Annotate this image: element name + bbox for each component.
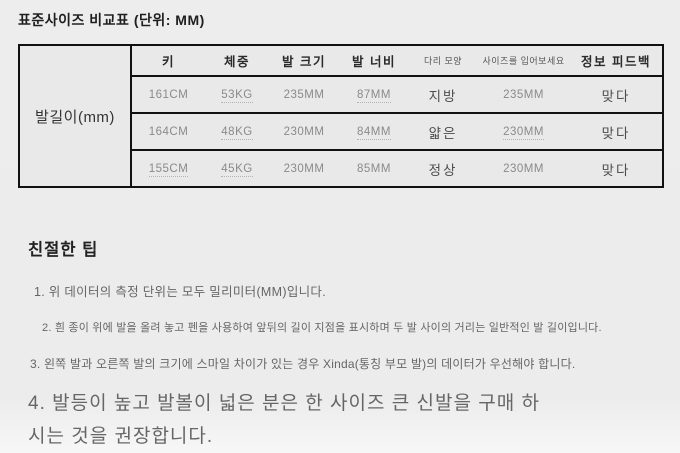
cell-value: 230MM <box>283 162 325 175</box>
table-row: 155CM 45KG 230MM 85MM 정상 230MM 맞다 <box>19 149 663 188</box>
cell-value: 정상 <box>428 162 458 178</box>
cell-value: 지방 <box>428 88 458 104</box>
row-header-foot-length: 발길이(mm) <box>19 44 132 188</box>
cell-value: 얇은 <box>428 125 458 141</box>
column-header: 발 크기 <box>269 44 339 77</box>
tip-item: 1. 위 데이터의 측정 단위는 모두 밀리미터(MM)입니다. <box>34 285 326 299</box>
table-cell: 164CM <box>131 112 205 151</box>
cell-value: 45KG <box>221 162 253 177</box>
cell-value: 85MM <box>357 162 391 175</box>
cell-value: 맞다 <box>601 88 631 104</box>
table-cell: 235MM <box>269 75 339 114</box>
size-comparison-table: 발길이(mm) 키 체중 발 크기 발 너비 다리 모양 사이즈를 입어보세요 정보 피드백 1… <box>18 44 664 188</box>
cell-value: 155CM <box>148 162 189 177</box>
table-cell: 230MM <box>477 112 570 151</box>
cell-value: 87MM <box>357 88 391 103</box>
tip-item: 2. 흰 종이 위에 발을 올려 놓고 펜을 사용하여 앞뒤의 길이 지점을 표… <box>42 322 602 334</box>
cell-value: 235MM <box>503 88 544 101</box>
table-cell: 85MM <box>339 149 409 188</box>
tips-section: 친절한 팁 1. 위 데이터의 측정 단위는 모두 밀리미터(MM)입니다. 2.… <box>18 236 662 453</box>
table-cell: 155CM <box>131 149 205 188</box>
cell-value: 235MM <box>283 88 325 101</box>
table-cell: 161CM <box>131 75 205 114</box>
cell-value: 84MM <box>357 125 391 140</box>
column-header: 다리 모양 <box>409 44 477 77</box>
column-header: 사이즈를 입어보세요 <box>477 44 570 77</box>
tips-list: 1. 위 데이터의 측정 단위는 모두 밀리미터(MM)입니다. 2. 흰 종이 … <box>28 281 662 453</box>
page-title: 표준사이즈 비교표 (단위: MM) <box>18 12 205 28</box>
tip-item: 3. 왼쪽 발과 오른쪽 발의 크기에 스마일 차이가 있는 경우 Xinda(… <box>30 357 576 371</box>
cell-value: 맞다 <box>601 125 631 141</box>
cell-value: 48KG <box>221 125 253 140</box>
table-cell: 정상 <box>409 149 477 188</box>
table-cell: 45KG <box>205 149 269 188</box>
cell-value: 161CM <box>148 88 189 101</box>
cell-value: 맞다 <box>601 162 631 178</box>
header-row: 발길이(mm) 키 체중 발 크기 발 너비 다리 모양 사이즈를 입어보세요 정보 피드백 <box>19 44 663 188</box>
table-cell: 얇은 <box>409 112 477 151</box>
table-cell: 맞다 <box>570 112 663 151</box>
table-cell: 맞다 <box>570 75 663 114</box>
tip-item: 4. 발등이 높고 발볼이 넓은 분은 한 사이즈 큰 신발을 구매 하시는 것… <box>28 393 540 447</box>
table-cell: 230MM <box>269 149 339 188</box>
table-cell: 53KG <box>205 75 269 114</box>
table-cell: 230MM <box>269 112 339 151</box>
cell-value: 230MM <box>283 125 325 138</box>
table-row: 161CM 53KG 235MM 87MM 지방 235MM 맞다 <box>19 75 663 114</box>
table-row: 164CM 48KG 230MM 84MM 얇은 230MM 맞다 <box>19 112 663 151</box>
cell-value: 230MM <box>503 162 544 175</box>
column-header: 발 너비 <box>339 44 409 77</box>
table-cell: 235MM <box>477 75 570 114</box>
cell-value: 164CM <box>148 125 189 138</box>
column-header: 키 <box>131 44 205 77</box>
cell-value: 53KG <box>221 88 253 103</box>
cell-value: 230MM <box>503 125 544 140</box>
table-cell: 48KG <box>205 112 269 151</box>
table-cell: 87MM <box>339 75 409 114</box>
column-header: 정보 피드백 <box>570 44 663 77</box>
column-header: 체중 <box>205 44 269 77</box>
table-cell: 지방 <box>409 75 477 114</box>
tips-heading: 친절한 팁 <box>28 241 99 259</box>
table-cell: 84MM <box>339 112 409 151</box>
table-cell: 230MM <box>477 149 570 188</box>
table-cell: 맞다 <box>570 149 663 188</box>
